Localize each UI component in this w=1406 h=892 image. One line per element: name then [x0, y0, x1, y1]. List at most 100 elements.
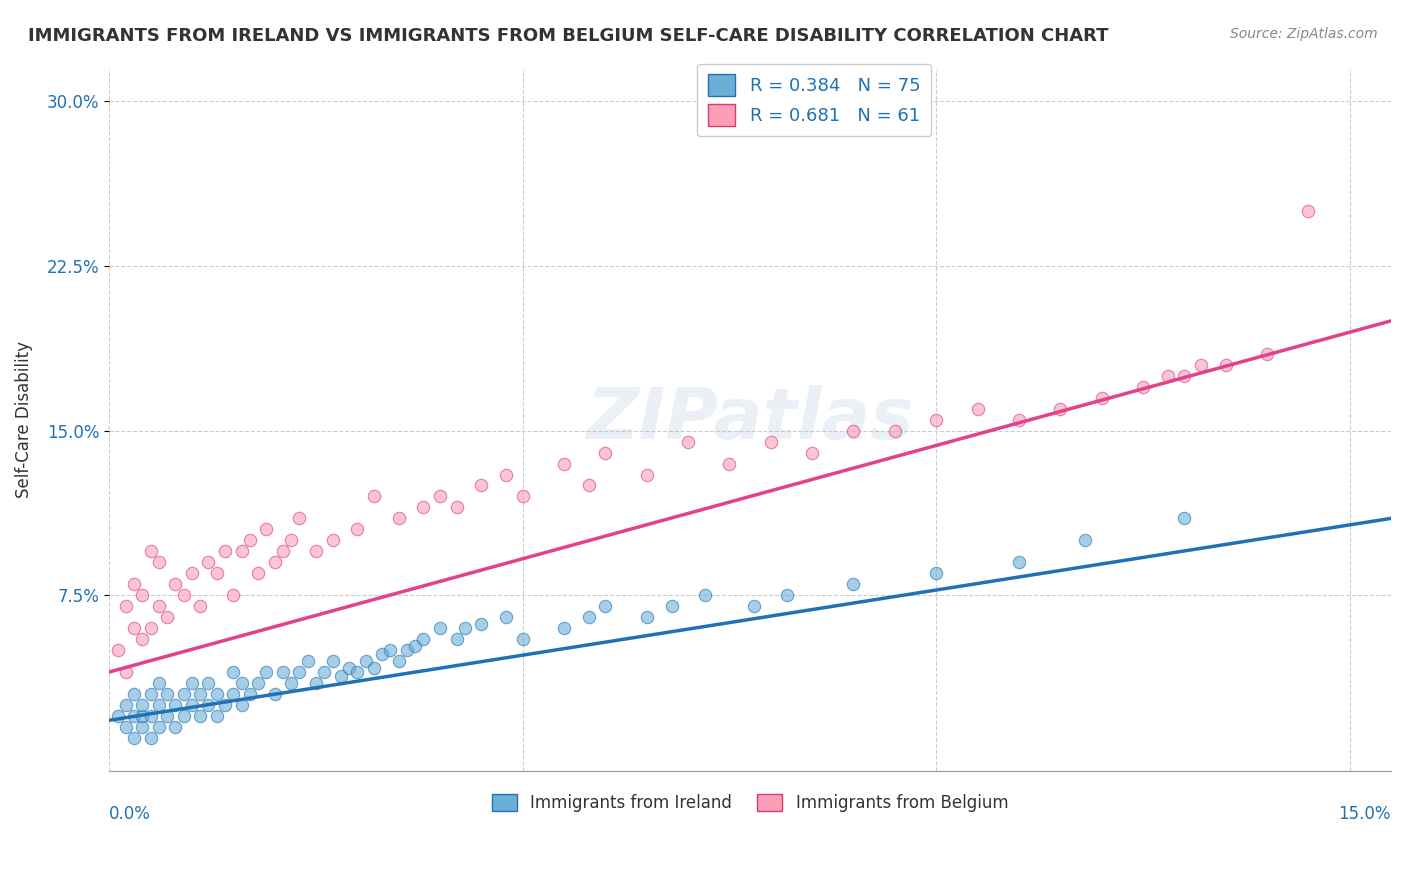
Point: [759, 434, 782, 449]
Point: [1256, 347, 1278, 361]
Point: [321, 533, 343, 548]
Point: [122, 731, 145, 745]
Point: [363, 490, 385, 504]
Point: [148, 698, 170, 712]
Point: [429, 490, 451, 504]
Point: [388, 511, 411, 525]
Point: [446, 632, 468, 646]
Point: [595, 445, 617, 459]
Point: [165, 698, 187, 712]
Point: [247, 676, 270, 690]
Text: 0.0%: 0.0%: [110, 805, 150, 823]
Point: [139, 709, 162, 723]
Point: [173, 588, 195, 602]
Point: [742, 599, 765, 614]
Point: [139, 621, 162, 635]
Point: [156, 709, 179, 723]
Point: [470, 616, 492, 631]
Point: [239, 687, 262, 701]
Point: [346, 522, 368, 536]
Point: [114, 720, 136, 734]
Point: [205, 566, 228, 581]
Point: [122, 687, 145, 701]
Point: [925, 566, 948, 581]
Point: [114, 665, 136, 679]
Point: [139, 544, 162, 558]
Text: 15.0%: 15.0%: [1339, 805, 1391, 823]
Point: [578, 610, 600, 624]
Point: [122, 709, 145, 723]
Point: [354, 654, 377, 668]
Point: [595, 599, 617, 614]
Point: [205, 709, 228, 723]
Point: [181, 676, 204, 690]
Point: [321, 654, 343, 668]
Point: [122, 621, 145, 635]
Point: [329, 669, 352, 683]
Point: [1074, 533, 1097, 548]
Point: [470, 478, 492, 492]
Point: [271, 665, 294, 679]
Point: [346, 665, 368, 679]
Point: [363, 660, 385, 674]
Point: [197, 555, 219, 569]
Point: [1189, 358, 1212, 372]
Point: [205, 687, 228, 701]
Point: [239, 533, 262, 548]
Point: [148, 720, 170, 734]
Point: [254, 665, 277, 679]
Point: [165, 720, 187, 734]
Point: [214, 544, 236, 558]
Point: [718, 457, 741, 471]
Point: [693, 588, 716, 602]
Point: [131, 632, 153, 646]
Point: [288, 511, 311, 525]
Legend: Immigrants from Ireland, Immigrants from Belgium: Immigrants from Ireland, Immigrants from…: [485, 787, 1015, 819]
Point: [801, 445, 824, 459]
Point: [842, 424, 865, 438]
Point: [446, 500, 468, 515]
Point: [412, 500, 434, 515]
Point: [371, 648, 394, 662]
Point: [222, 687, 245, 701]
Point: [263, 687, 285, 701]
Point: [337, 660, 360, 674]
Point: [156, 687, 179, 701]
Point: [1049, 401, 1071, 416]
Point: [495, 610, 517, 624]
Point: [139, 731, 162, 745]
Point: [222, 588, 245, 602]
Point: [776, 588, 799, 602]
Point: [842, 577, 865, 591]
Point: [578, 478, 600, 492]
Point: [380, 643, 402, 657]
Point: [636, 467, 658, 482]
Point: [1173, 368, 1195, 383]
Point: [1008, 555, 1031, 569]
Point: [454, 621, 477, 635]
Point: [271, 544, 294, 558]
Point: [661, 599, 683, 614]
Point: [553, 457, 575, 471]
Point: [288, 665, 311, 679]
Point: [148, 676, 170, 690]
Point: [1008, 412, 1031, 426]
Y-axis label: Self-Care Disability: Self-Care Disability: [15, 341, 32, 498]
Point: [131, 588, 153, 602]
Point: [676, 434, 699, 449]
Point: [429, 621, 451, 635]
Point: [305, 544, 328, 558]
Point: [412, 632, 434, 646]
Point: [1090, 391, 1112, 405]
Point: [173, 709, 195, 723]
Point: [1132, 380, 1154, 394]
Point: [966, 401, 988, 416]
Point: [188, 599, 211, 614]
Point: [122, 577, 145, 591]
Point: [114, 599, 136, 614]
Text: IMMIGRANTS FROM IRELAND VS IMMIGRANTS FROM BELGIUM SELF-CARE DISABILITY CORRELAT: IMMIGRANTS FROM IRELAND VS IMMIGRANTS FR…: [28, 27, 1108, 45]
Point: [883, 424, 905, 438]
Point: [181, 566, 204, 581]
Point: [388, 654, 411, 668]
Point: [512, 632, 534, 646]
